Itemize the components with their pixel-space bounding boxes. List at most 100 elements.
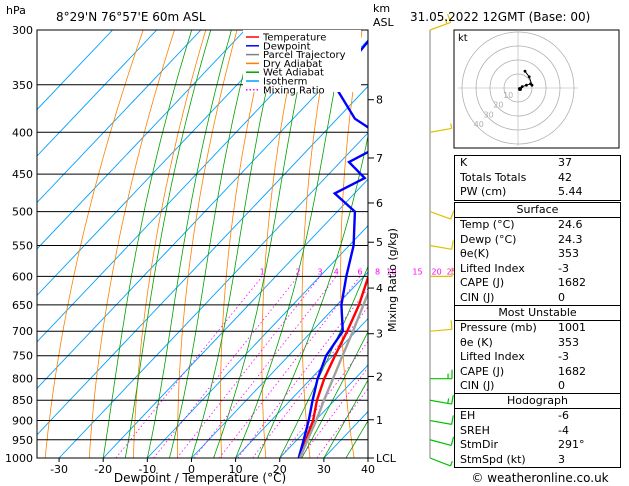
wet-adiabat-line [124,30,212,458]
series-temperature [298,274,368,458]
surface-label: Temp (°C) [460,218,515,231]
wind-barb [429,210,455,220]
hodograph-table-value: -4 [558,423,569,437]
hodograph-table-label: StmDir [460,438,499,452]
index-label: K [460,156,468,169]
isotherm-line [37,30,158,157]
pressure-tick-label: 650 [12,299,33,312]
hodograph-table-label: StmSpd (kt) [460,452,526,466]
hodograph-ring-label: 30 [484,110,494,119]
surface-row: Dewp (°C) 24.3 [455,233,620,248]
km-label: km [373,2,390,15]
most-unstable-label: CAPE (J) [460,364,505,378]
isotherm-line [37,30,290,297]
most-unstable-value: 1001 [558,321,586,334]
legend-item: Wet Adiabat [263,68,324,79]
legend-item: Temperature [262,33,326,44]
surface-label: Lifted Index [460,261,525,275]
km-tick-label: 4 [376,282,383,295]
wind-barb-flag [450,123,453,129]
km-tick-label: 5 [376,236,383,249]
mixing-ratio-label: 2 [295,267,300,276]
hodograph-table-panel: Hodograph EH -6 SREH -4 StmDir 291° StmSpd (kt… [454,393,621,469]
km-tick-label: 1 [376,414,383,427]
isotherm-line [37,30,113,111]
mixing-ratio-line [176,276,321,458]
x-tick-label: 30 [317,463,331,476]
index-label: PW (cm) [460,185,507,199]
hpa-label: hPa [6,4,26,17]
hodograph-point [530,83,534,87]
x-axis-label: Dewpoint / Temperature (°C) [114,471,286,485]
isotherm-line [146,225,368,458]
indices-panel: K 37 Totals Totals 42 PW (cm) 5.44 [454,155,621,201]
location-title: 8°29'N 76°57'E 60m ASL [56,10,206,24]
most-unstable-label: Pressure (mb) [460,321,537,334]
legend-box [243,30,361,92]
mixing-ratio-label: 3 [318,267,323,276]
most-unstable-label: θe (K) [460,335,493,349]
surface-row: CAPE (J) 1682 [455,276,620,291]
surface-row: Lifted Index -3 [455,262,620,277]
most-unstable-title: Most Unstable [455,306,620,321]
pressure-tick-label: 1000 [5,452,33,465]
surface-row: θe(K) 353 [455,247,620,262]
wet-adiabat-line [301,330,368,458]
surface-label: θe(K) [460,247,490,261]
isotherm-line [58,132,368,458]
mixing-ratio-label: 8 [375,267,380,276]
most-unstable-value: 353 [558,335,579,349]
hodograph-table-label: EH [460,409,476,422]
isotherm-line [191,271,368,458]
mixing-ratio-label: 20 [432,267,442,276]
wind-barb-staff [429,127,452,133]
pressure-tick-label: 450 [12,168,33,181]
wind-barb [429,240,454,250]
isotherm-line [37,30,202,204]
mixing-ratio-line [115,276,263,458]
most-unstable-row: Pressure (mb) 1001 [455,321,620,336]
isotherm-line [37,39,368,389]
mixing-ratio-axis-label: Mixing Ratio (g/kg) [386,228,399,332]
index-value: 37 [558,156,572,169]
pressure-tick-label: 750 [12,350,33,363]
km-tick-label: 3 [376,328,383,341]
wind-barb-flag [450,436,455,446]
index-value: 42 [558,170,572,184]
wind-barb [429,13,452,31]
wind-barb-flag [451,395,454,405]
surface-row: Temp (°C) 24.6 [455,218,620,233]
hodograph-point [525,83,528,87]
legend-item: Parcel Trajectory [263,50,346,61]
x-tick-label: 0 [188,463,195,476]
pressure-tick-label: 700 [12,325,33,338]
legend-item: Mixing Ratio [263,85,325,96]
wind-barb-staff [429,457,451,467]
wind-barb [429,395,454,405]
hodograph-table-row: EH -6 [455,409,620,424]
surface-value: -3 [558,261,569,275]
wind-barb-flag [451,415,454,425]
wind-barb [430,369,453,380]
surface-row: CIN (J) 0 [455,291,620,306]
footer-credit: © weatheronline.co.uk [471,471,608,485]
most-unstable-value: -3 [558,350,569,364]
x-tick-label: -20 [94,463,112,476]
hodograph-table-value: 3 [558,452,565,466]
wind-barb-flag [449,461,453,467]
wind-barb-staff [429,244,452,250]
wet-adiabat-line [323,379,368,458]
km-tick-label: 6 [376,197,383,210]
surface-value: 353 [558,247,579,261]
index-value: 5.44 [558,185,583,199]
wind-barb [430,267,453,278]
wind-barb-staff [429,439,452,447]
series-parcel-trajectory [298,290,368,458]
mixing-ratio-label: 15 [412,267,422,276]
wind-barb-staff [429,21,451,31]
hodograph-point [527,75,531,79]
wind-barb [429,415,454,425]
wind-barb-flag [451,240,454,250]
